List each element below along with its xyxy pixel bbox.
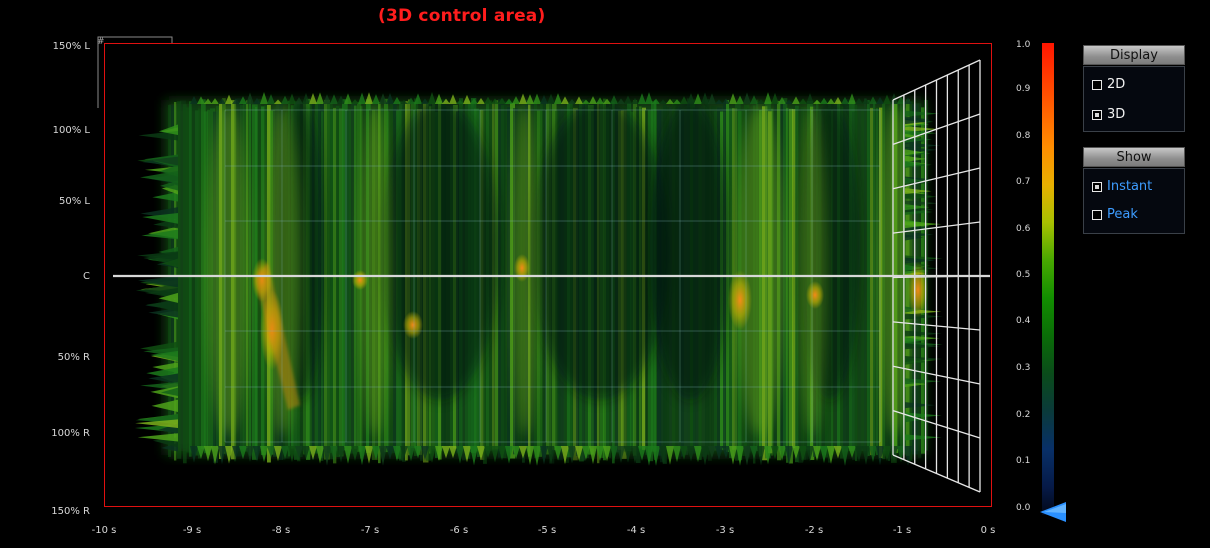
show-instant-checkbox[interactable] bbox=[1092, 181, 1102, 192]
colorbar-label-0-9: 0.9 bbox=[1016, 84, 1031, 94]
display-2d-label: 2D bbox=[1107, 77, 1126, 92]
x-label-m2: -2 s bbox=[804, 525, 824, 536]
surface-mesh bbox=[165, 98, 928, 464]
mini-frame: # bbox=[97, 36, 173, 108]
x-label-m9: -9 s bbox=[182, 525, 202, 536]
y-label-100-l: 100% L bbox=[52, 125, 90, 136]
x-label-m10: -10 s bbox=[91, 525, 117, 536]
show-instant-option[interactable]: Instant bbox=[1092, 179, 1152, 194]
display-3d-checkbox[interactable] bbox=[1092, 109, 1102, 120]
show-peak-label: Peak bbox=[1107, 207, 1138, 222]
svg-text:#: # bbox=[97, 37, 105, 47]
y-label-50-l: 50% L bbox=[59, 196, 90, 207]
display-panel-header: Display bbox=[1083, 45, 1185, 65]
colorbar-label-1-0: 1.0 bbox=[1016, 40, 1031, 50]
display-panel: 2D 3D bbox=[1083, 66, 1185, 132]
y-label-50-r: 50% R bbox=[57, 352, 90, 363]
y-label-100-r: 100% R bbox=[51, 428, 90, 439]
colorbar-label-0-3: 0.3 bbox=[1016, 363, 1031, 373]
colorbar bbox=[1042, 43, 1054, 515]
colorbar-label-0-4: 0.4 bbox=[1016, 316, 1031, 326]
colorbar-label-0-1: 0.1 bbox=[1016, 456, 1031, 466]
display-3d-option[interactable]: 3D bbox=[1092, 107, 1125, 122]
3d-control-area-frame[interactable] bbox=[104, 43, 992, 507]
display-2d-checkbox[interactable] bbox=[1092, 79, 1102, 90]
y-label-150-l: 150% L bbox=[52, 41, 90, 52]
colorbar-label-0-2: 0.2 bbox=[1016, 410, 1031, 420]
colorbar-label-0-5: 0.5 bbox=[1016, 270, 1031, 280]
y-label-c: C bbox=[83, 271, 90, 282]
colorbar-pointer-icon[interactable] bbox=[1040, 502, 1066, 522]
x-label-m1: -1 s bbox=[892, 525, 912, 536]
3d-surface-plot[interactable]: # bbox=[0, 0, 1000, 520]
y-label-150-r: 150% R bbox=[51, 506, 90, 517]
colorbar-label-0-6: 0.6 bbox=[1016, 224, 1031, 234]
colorbar-label-0-0: 0.0 bbox=[1016, 503, 1031, 513]
show-peak-option[interactable]: Peak bbox=[1092, 207, 1138, 222]
show-panel-header: Show bbox=[1083, 147, 1185, 167]
x-label-m4: -4 s bbox=[626, 525, 646, 536]
x-label-0: 0 s bbox=[980, 525, 996, 536]
display-2d-option[interactable]: 2D bbox=[1092, 77, 1125, 92]
x-label-m3: -3 s bbox=[715, 525, 735, 536]
show-panel: Instant Peak bbox=[1083, 168, 1185, 234]
colorbar-label-0-7: 0.7 bbox=[1016, 177, 1031, 187]
show-instant-label: Instant bbox=[1107, 179, 1153, 194]
x-label-m8: -8 s bbox=[271, 525, 291, 536]
x-label-m7: -7 s bbox=[360, 525, 380, 536]
colorbar-label-0-8: 0.8 bbox=[1016, 131, 1031, 141]
x-label-m6: -6 s bbox=[449, 525, 469, 536]
control-area-title: (3D control area) bbox=[378, 6, 546, 26]
x-label-m5: -5 s bbox=[537, 525, 557, 536]
display-3d-label: 3D bbox=[1107, 107, 1126, 122]
show-peak-checkbox[interactable] bbox=[1092, 209, 1102, 220]
